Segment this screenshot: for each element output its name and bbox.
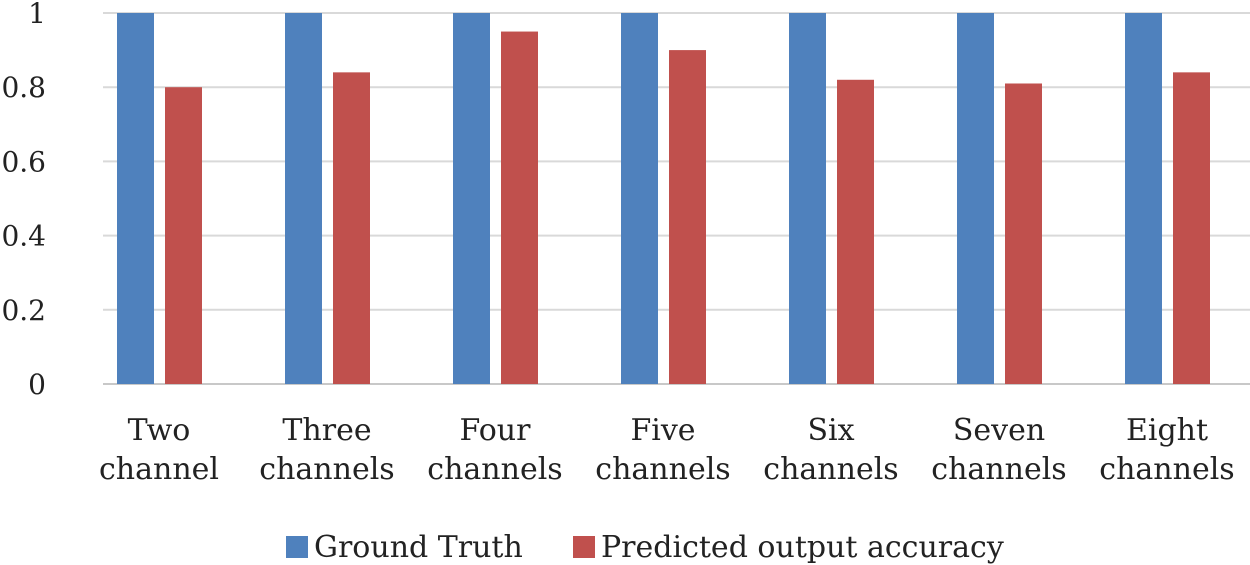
y-tick-label: 0 <box>28 368 46 401</box>
y-tick-label: 0.8 <box>1 71 46 104</box>
predicted-accuracy-bar <box>669 50 706 384</box>
x-category-label: Four channels <box>427 413 562 487</box>
y-tick-label: 0.6 <box>1 145 46 178</box>
x-category-label: Three channels <box>259 413 394 487</box>
predicted-accuracy-bar <box>837 79 874 384</box>
ground-truth-bar <box>453 13 490 384</box>
ground-truth-bar <box>285 13 322 384</box>
ground-truth-bar <box>621 13 658 384</box>
y-tick-label: 0.2 <box>1 294 46 327</box>
predicted-accuracy-bar <box>501 31 538 385</box>
predicted-accuracy-bar <box>165 87 202 384</box>
legend-swatch-predicted-accuracy <box>573 536 595 558</box>
predicted-accuracy-bar <box>1173 72 1210 385</box>
y-axis-tick-labels: 0 0.2 0.4 0.6 0.8 1 <box>1 0 46 401</box>
x-axis-category-labels: Two channel Three channels Four channels Five c… <box>99 413 1235 487</box>
legend-swatch-ground-truth <box>286 536 308 558</box>
legend: Ground Truth Predicted output accuracy <box>286 530 1004 565</box>
predicted-accuracy-bar <box>1005 83 1042 385</box>
legend-label: Ground Truth <box>314 530 523 565</box>
x-category-label: Eight channels <box>1099 413 1234 487</box>
x-category-label: Six channels <box>763 413 898 487</box>
x-category-label: Two channel <box>99 413 219 487</box>
bars <box>117 13 1210 385</box>
x-category-label: Five channels <box>595 413 730 487</box>
ground-truth-bar <box>117 13 154 384</box>
ground-truth-bar <box>957 13 994 384</box>
ground-truth-bar <box>789 13 826 384</box>
legend-label: Predicted output accuracy <box>601 530 1004 565</box>
ground-truth-bar <box>1125 13 1162 384</box>
y-tick-label: 0.4 <box>1 220 46 253</box>
y-tick-label: 1 <box>28 0 46 30</box>
x-category-label: Seven channels <box>931 413 1066 487</box>
predicted-accuracy-bar <box>333 72 370 385</box>
